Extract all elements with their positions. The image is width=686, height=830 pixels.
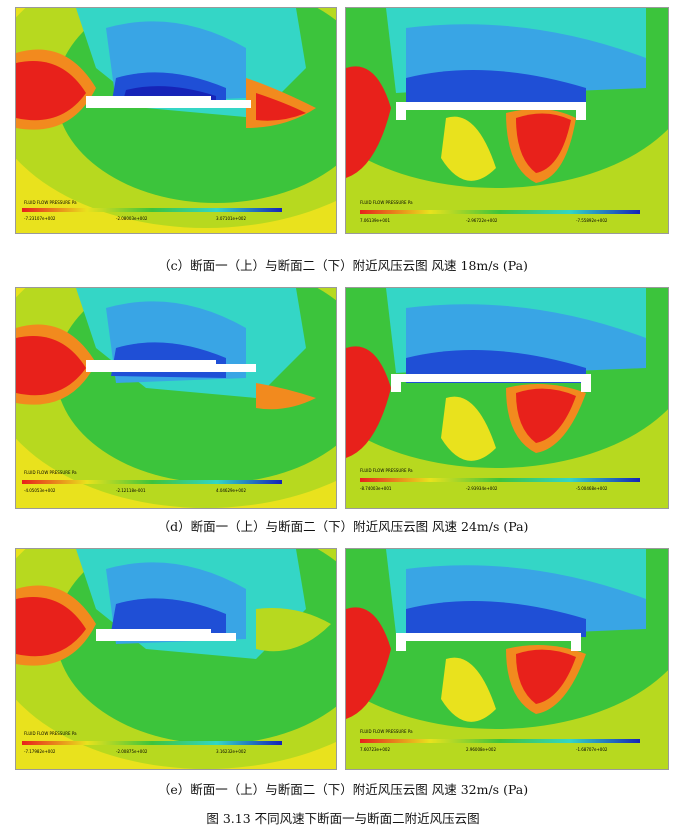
legend-value-e-left: -2.00875e+002 bbox=[116, 749, 148, 754]
figure-title: 图 3.13 不同风速下断面一与断面二附近风压云图 bbox=[206, 811, 480, 826]
contour-plot-e-section-two: FLUID FLOW PRESSURE Pa 7.60723e+002 2.96… bbox=[345, 548, 669, 770]
legend-title-c-left: FLUID FLOW PRESSURE Pa bbox=[24, 200, 77, 205]
contour-plot-c-section-two: FLUID FLOW PRESSURE Pa 7.06139e+001 -2.9… bbox=[345, 7, 669, 234]
legend-value-d-left: -4.05053e+002 bbox=[24, 488, 56, 493]
legend-title-e-right: FLUID FLOW PRESSURE Pa bbox=[360, 729, 413, 734]
contour-d-left-svg: FLUID FLOW PRESSURE Pa -4.05053e+002 -2.… bbox=[16, 288, 336, 508]
contour-e-right-svg: FLUID FLOW PRESSURE Pa 7.60723e+002 2.96… bbox=[346, 549, 668, 769]
legend-value-c-left: -2.08003e+002 bbox=[116, 216, 148, 221]
legend-value-d-left: -2.12118e-001 bbox=[116, 488, 146, 493]
contour-e-left-svg: FLUID FLOW PRESSURE Pa -7.17982e+002 -2.… bbox=[16, 549, 336, 769]
contour-plot-e-section-one: FLUID FLOW PRESSURE Pa -7.17982e+002 -2.… bbox=[15, 548, 337, 770]
legend-value-e-left: -7.17982e+002 bbox=[24, 749, 56, 754]
legend-title-d-left: FLUID FLOW PRESSURE Pa bbox=[24, 470, 77, 475]
legend-value-c-right: -7.55892e+002 bbox=[576, 218, 608, 223]
legend-value-c-left: 3.07101e+002 bbox=[216, 216, 246, 221]
legend-value-d-left: 4.04629e+002 bbox=[216, 488, 246, 493]
legend-value-d-right: -2.93934e+002 bbox=[466, 486, 498, 491]
legend-value-c-left: -7.23107e+002 bbox=[24, 216, 56, 221]
legend-value-e-right: -1.68707e+002 bbox=[576, 747, 608, 752]
legend-value-d-right: -5.00468e+002 bbox=[576, 486, 608, 491]
caption-d: （d）断面一（上）与断面二（下）附近风压云图 风速 24m/s (Pa) bbox=[157, 519, 529, 534]
contour-plot-d-section-one: FLUID FLOW PRESSURE Pa -4.05053e+002 -2.… bbox=[15, 287, 337, 509]
legend-value-d-right: -8.74003e+001 bbox=[360, 486, 392, 491]
legend-value-c-right: 7.06139e+001 bbox=[360, 218, 390, 223]
legend-value-c-right: -2.96722e+002 bbox=[466, 218, 498, 223]
legend-value-e-right: 7.60723e+002 bbox=[360, 747, 390, 752]
legend-title-d-right: FLUID FLOW PRESSURE Pa bbox=[360, 468, 413, 473]
legend-title-c-right: FLUID FLOW PRESSURE Pa bbox=[360, 200, 413, 205]
contour-d-right-svg: FLUID FLOW PRESSURE Pa -8.74003e+001 -2.… bbox=[346, 288, 668, 508]
legend-title-e-left: FLUID FLOW PRESSURE Pa bbox=[24, 731, 77, 736]
contour-plot-c-section-one: FLUID FLOW PRESSURE Pa -7.23107e+002 -2.… bbox=[15, 7, 337, 234]
caption-c: （c）断面一（上）与断面二（下）附近风压云图 风速 18m/s (Pa) bbox=[158, 258, 528, 273]
contour-c-left-svg: FLUID FLOW PRESSURE Pa -7.23107e+002 -2.… bbox=[16, 8, 336, 233]
contour-plot-d-section-two: FLUID FLOW PRESSURE Pa -8.74003e+001 -2.… bbox=[345, 287, 669, 509]
caption-e: （e）断面一（上）与断面二（下）附近风压云图 风速 32m/s (Pa) bbox=[157, 782, 529, 797]
legend-value-e-right: 2.96008e+002 bbox=[466, 747, 496, 752]
contour-c-right-svg: FLUID FLOW PRESSURE Pa 7.06139e+001 -2.9… bbox=[346, 8, 668, 233]
legend-value-e-left: 3.16232e+002 bbox=[216, 749, 246, 754]
